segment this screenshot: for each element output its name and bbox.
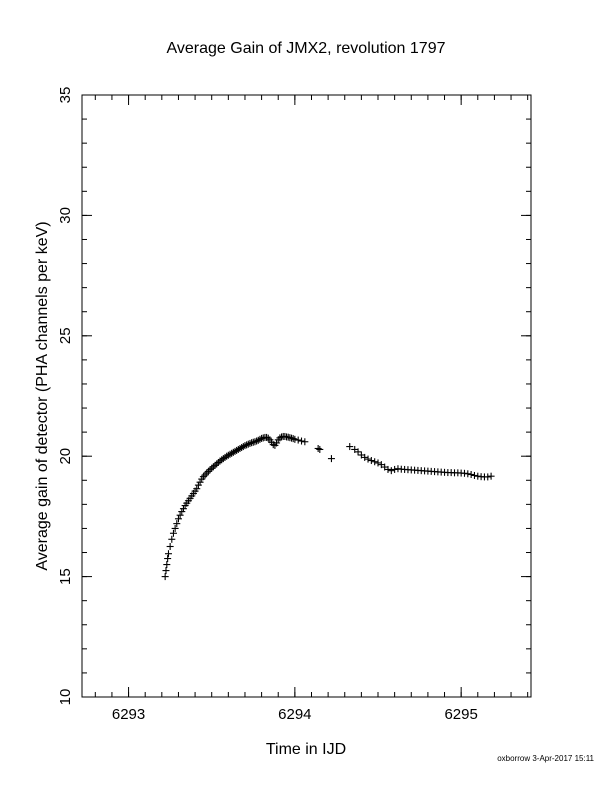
y-axis-label: Average gain of detector (PHA channels p… xyxy=(34,221,51,570)
data-point xyxy=(194,481,202,489)
data-point xyxy=(269,441,277,449)
minor-ticks xyxy=(82,94,531,698)
chart-title: Average Gain of JMX2, revolution 1797 xyxy=(167,40,446,57)
data-point xyxy=(162,567,170,575)
data-point xyxy=(364,455,372,463)
data-point xyxy=(291,435,299,443)
data-point xyxy=(327,455,335,463)
data-point xyxy=(256,435,264,443)
y-tick-label: 15 xyxy=(57,568,74,585)
data-point xyxy=(244,440,252,448)
data-point xyxy=(253,437,261,445)
data-point xyxy=(464,470,472,478)
data-point xyxy=(211,461,219,469)
y-tick-label: 25 xyxy=(57,327,74,344)
data-point xyxy=(470,471,478,479)
data-points xyxy=(161,432,495,581)
data-point xyxy=(213,460,221,468)
data-point xyxy=(171,524,179,532)
data-point xyxy=(173,520,181,528)
data-point xyxy=(273,439,281,447)
data-point xyxy=(371,458,379,466)
data-point xyxy=(374,459,382,467)
data-point xyxy=(251,438,259,446)
data-point xyxy=(367,457,375,465)
data-point xyxy=(163,561,171,569)
data-point xyxy=(264,434,272,442)
data-point xyxy=(346,443,354,451)
data-point xyxy=(174,515,182,523)
data-point xyxy=(354,448,362,456)
data-point xyxy=(361,453,369,461)
data-point xyxy=(161,573,169,581)
data-point xyxy=(164,555,172,563)
x-tick-label: 6295 xyxy=(444,706,477,723)
data-point xyxy=(166,543,174,550)
data-point xyxy=(301,438,309,446)
data-point xyxy=(204,467,212,475)
footer-timestamp: oxborrow 3-Apr-2017 15:11 xyxy=(497,754,594,763)
data-point xyxy=(314,444,322,452)
data-point xyxy=(178,508,186,516)
data-point xyxy=(196,478,204,486)
x-axis-label: Time in IJD xyxy=(266,741,346,758)
y-tick-label: 30 xyxy=(57,207,74,224)
major-ticks xyxy=(82,94,531,698)
data-point xyxy=(206,466,214,474)
data-point xyxy=(243,441,251,449)
x-tick-label: 6293 xyxy=(112,706,145,723)
data-point xyxy=(487,472,495,480)
tick-labels: 6293 6294 6295 10 15 20 25 30 35 xyxy=(57,87,478,723)
data-point xyxy=(209,463,217,471)
data-point xyxy=(193,485,201,493)
data-point xyxy=(298,437,306,445)
y-tick-label: 10 xyxy=(57,689,74,706)
y-tick-label: 35 xyxy=(57,87,74,104)
data-point xyxy=(241,442,249,450)
x-tick-label: 6294 xyxy=(278,706,311,723)
data-point xyxy=(168,535,176,543)
data-point xyxy=(276,434,284,442)
data-point xyxy=(294,436,302,444)
data-point xyxy=(387,467,395,475)
data-point xyxy=(316,445,324,453)
data-point xyxy=(169,529,177,537)
data-point xyxy=(179,505,187,513)
data-point xyxy=(467,471,475,479)
plot-area-frame xyxy=(81,94,532,698)
y-tick-label: 20 xyxy=(57,448,74,465)
data-point xyxy=(484,473,492,481)
data-point xyxy=(208,464,216,472)
data-point xyxy=(384,465,392,473)
data-point xyxy=(289,435,297,443)
data-point xyxy=(199,473,207,481)
data-point xyxy=(203,469,211,477)
data-point xyxy=(239,443,247,451)
data-point xyxy=(391,465,399,473)
data-point xyxy=(176,511,184,519)
data-point xyxy=(246,439,254,447)
data-point xyxy=(164,550,172,558)
